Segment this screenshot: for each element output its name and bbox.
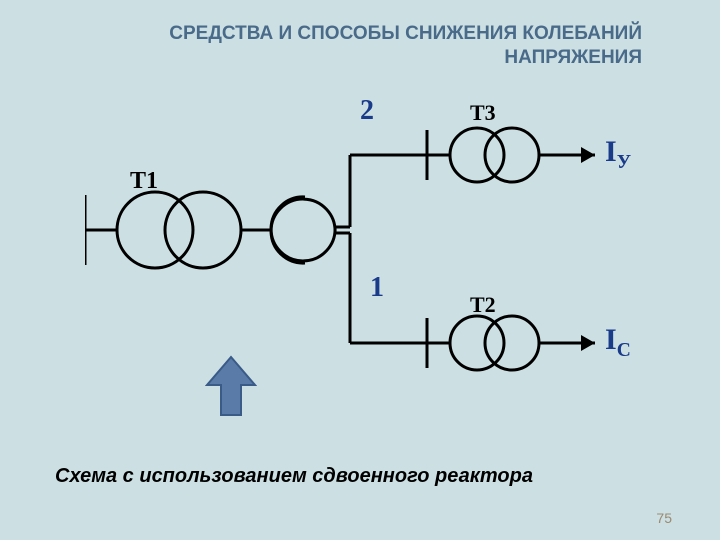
up-arrow-icon (205, 355, 257, 417)
label-num1: 1 (370, 272, 384, 304)
label-num2: 2 (360, 95, 374, 127)
label-t3: T3 (470, 100, 496, 126)
title-line1: СРЕДСТВА И СПОСОБЫ СНИЖЕНИЯ КОЛЕБАНИЙ (169, 23, 642, 44)
i-c-sub: С (617, 340, 631, 361)
label-t2: T2 (470, 292, 496, 318)
i-c-prefix: I (605, 323, 617, 356)
slide-caption: Схема с использованием сдвоенного реакто… (55, 465, 533, 488)
label-i-u: IУ (605, 135, 631, 174)
circuit-svg (85, 100, 645, 440)
title-line2: НАПРЯЖЕНИЯ (504, 47, 642, 68)
i-u-sub: У (617, 152, 631, 173)
slide-title: СРЕДСТВА И СПОСОБЫ СНИЖЕНИЯ КОЛЕБАНИЙ НА… (169, 22, 642, 70)
page-number: 75 (656, 510, 672, 526)
i-u-prefix: I (605, 135, 617, 168)
label-i-c: IС (605, 323, 631, 362)
label-t1: T1 (130, 168, 158, 195)
slide-background: СРЕДСТВА И СПОСОБЫ СНИЖЕНИЯ КОЛЕБАНИЙ НА… (0, 0, 720, 540)
circuit-diagram: T1 T3 T2 2 1 IУ IС (85, 100, 645, 440)
